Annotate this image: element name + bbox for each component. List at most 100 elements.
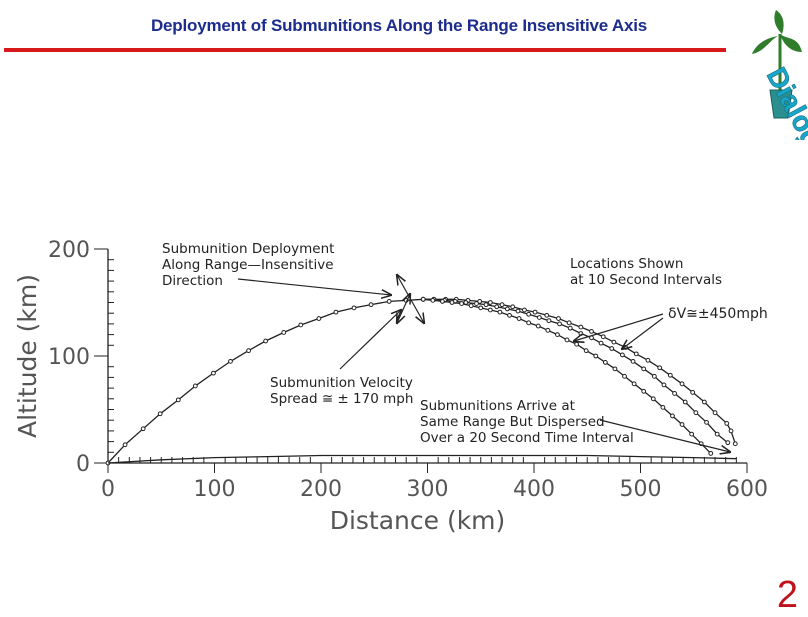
series-point: [140, 426, 146, 432]
series-point: [574, 341, 579, 347]
series-point: [545, 327, 551, 333]
series-point: [633, 351, 639, 357]
series-point: [578, 331, 584, 336]
series-point: [682, 399, 688, 405]
series-point: [263, 338, 269, 344]
series-point: [228, 358, 233, 364]
annotation-dv: δV≅±450mph: [668, 306, 768, 322]
annotation-locations: Locations Shown at 10 Second Intervals: [570, 256, 722, 288]
series-point: [546, 318, 552, 324]
series-point: [494, 304, 500, 310]
series-point: [611, 339, 617, 345]
annotation-deployment-line: Submunition Deployment: [162, 241, 334, 257]
x-tick-label: 500: [620, 477, 662, 502]
series-point: [612, 366, 618, 372]
series-layer: [105, 296, 738, 466]
series-point: [535, 323, 541, 329]
annotation-velocity: Submunition Velocity Spread ≅ ± 170 mph: [270, 375, 413, 407]
series-point: [544, 312, 550, 318]
arrow-deployment-axis-2: [397, 294, 410, 323]
series-point: [583, 348, 589, 354]
series-point: [316, 316, 322, 321]
series-point: [602, 360, 608, 365]
series-point: [298, 322, 304, 328]
annotation-arrive-line: Over a 20 Second Time Interval: [420, 430, 634, 446]
series-point: [368, 302, 374, 308]
series-point: [714, 431, 720, 437]
y-tick-label: 0: [76, 452, 90, 477]
series-point: [557, 321, 562, 327]
arrow-velocity: [339, 310, 401, 370]
x-axis-label: Distance (km): [330, 506, 506, 535]
arrow-dv-2: [622, 317, 664, 349]
annotation-locations-line: Locations Shown: [570, 256, 683, 272]
series-point: [724, 421, 730, 426]
series-point: [474, 301, 479, 306]
series-point: [609, 346, 615, 351]
series-point: [507, 312, 512, 318]
arrow-dv-1: [574, 313, 664, 341]
series-point: [157, 411, 163, 417]
series-point: [689, 431, 695, 437]
series-point: [657, 365, 663, 371]
series-point: [564, 337, 570, 343]
series-point: [690, 389, 696, 395]
series-point: [693, 410, 699, 416]
series-point: [526, 311, 532, 317]
series-point: [661, 382, 667, 388]
series-point: [459, 301, 464, 306]
series-point: [211, 370, 216, 376]
series-point: [351, 305, 357, 311]
series-point: [651, 373, 657, 379]
series-point: [499, 302, 505, 308]
annotation-deployment-line: Direction: [162, 273, 223, 289]
series-point: [440, 299, 445, 304]
series-point: [672, 391, 677, 396]
x-tick-label: 400: [513, 477, 555, 502]
arrow-arrive: [599, 419, 730, 452]
series-point: [246, 348, 251, 354]
title-underline: [4, 48, 726, 52]
series-point: [449, 300, 455, 305]
series-point: [333, 309, 339, 315]
x-tick-label: 0: [101, 477, 115, 502]
annotation-arrive-line: Same Range But Dispersed: [420, 414, 605, 430]
series-point: [526, 320, 532, 326]
series-point: [555, 332, 560, 338]
series-point: [420, 296, 426, 302]
series-point: [725, 440, 731, 446]
series-point: [645, 357, 651, 363]
arrow-deployment: [237, 278, 391, 295]
series-point: [732, 441, 738, 447]
series-point: [175, 397, 181, 403]
x-tick-label: 100: [194, 477, 236, 502]
series-point: [641, 388, 647, 394]
x-tick-label: 200: [300, 477, 342, 502]
series-point: [122, 442, 128, 448]
series-point: [504, 306, 510, 312]
series-line-low-trajectory: [107, 454, 737, 464]
plant-icon: [752, 10, 802, 119]
x-tick-label: 300: [407, 477, 449, 502]
series-point: [712, 410, 718, 416]
series-point: [728, 428, 734, 434]
series-point: [679, 381, 685, 387]
series-point: [600, 334, 606, 340]
series-point: [650, 396, 656, 402]
series-point: [478, 305, 484, 311]
series-point: [468, 303, 474, 309]
annotation-velocity-line: Spread ≅ ± 170 mph: [270, 391, 413, 407]
series-point: [667, 372, 673, 378]
series-point: [483, 302, 489, 308]
annotation-deployment-line: Along Range—Insensitive: [162, 257, 334, 273]
series-point: [430, 297, 436, 303]
series-point: [192, 383, 198, 389]
series-point: [589, 328, 594, 334]
series-point: [515, 308, 521, 314]
series-point: [487, 300, 493, 305]
series-point: [556, 316, 561, 321]
series-point: [522, 307, 527, 313]
series-point: [578, 324, 584, 330]
series-point: [281, 330, 287, 335]
